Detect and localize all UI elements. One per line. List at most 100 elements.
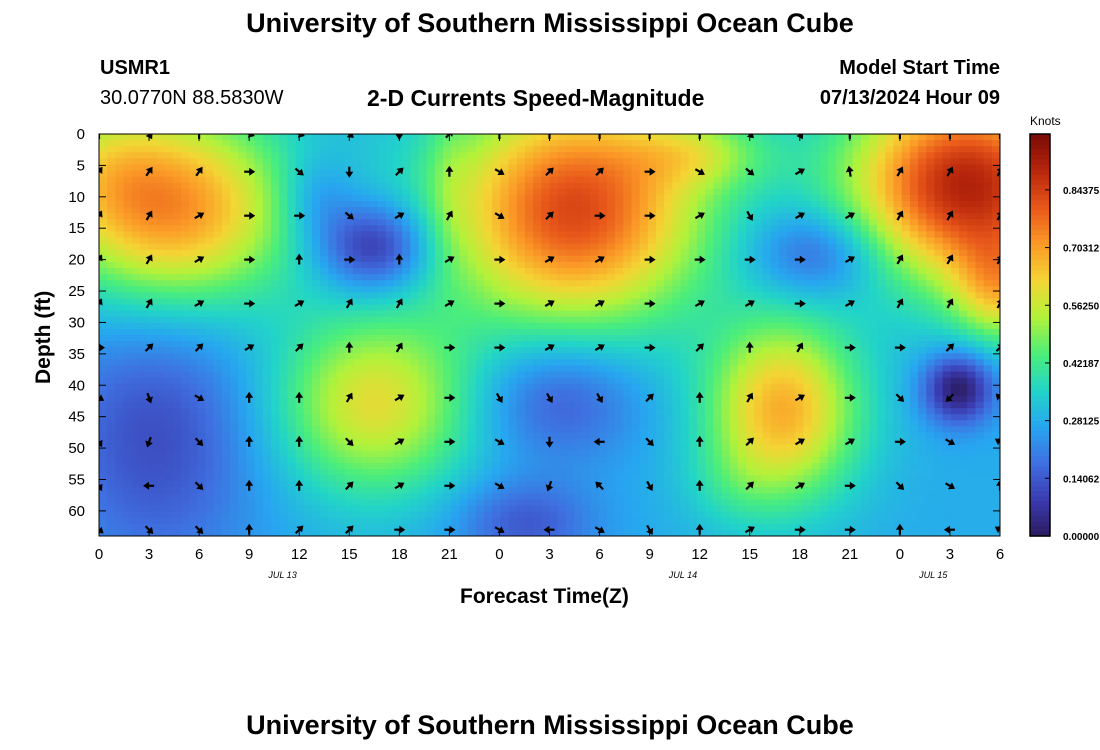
heatmap-cell — [516, 213, 526, 220]
heatmap-cell — [311, 298, 321, 306]
heatmap-cell — [606, 335, 616, 342]
heatmap-cell — [803, 201, 813, 208]
heatmap-cell — [975, 261, 985, 269]
heatmap-cell — [541, 402, 551, 409]
heatmap-cell — [918, 182, 927, 190]
heatmap-cell — [271, 304, 280, 312]
heatmap-cell — [279, 402, 288, 409]
heatmap-cell — [262, 402, 272, 409]
heatmap-cell — [287, 274, 297, 281]
heatmap-cell — [115, 322, 125, 330]
heatmap-cell — [279, 261, 288, 269]
heatmap-cell — [311, 286, 321, 293]
heatmap-cell — [262, 194, 272, 202]
heatmap-cell — [213, 389, 223, 397]
heatmap-cell — [287, 261, 297, 269]
heatmap-cell — [688, 322, 698, 330]
heatmap-cell — [238, 371, 248, 379]
heatmap-cell — [385, 231, 395, 239]
heatmap-cell — [844, 353, 854, 360]
heatmap-cell — [803, 255, 813, 263]
heatmap-cell — [393, 316, 403, 324]
heatmap-cell — [803, 341, 813, 348]
heatmap-cell — [877, 371, 886, 379]
heatmap-cell — [393, 322, 403, 330]
heatmap-cell — [606, 365, 616, 373]
heatmap-cell — [606, 328, 616, 336]
heatmap-cell — [770, 365, 780, 373]
heatmap-cell — [254, 213, 264, 220]
heatmap-cell — [729, 268, 739, 275]
heatmap-cell — [254, 261, 264, 269]
heatmap-cell — [762, 140, 772, 147]
heatmap-cell — [664, 347, 673, 354]
heatmap-cell — [877, 158, 886, 166]
heatmap-cell — [860, 176, 870, 184]
heatmap-cell — [393, 359, 403, 367]
heatmap-cell — [328, 201, 338, 208]
heatmap-cell — [328, 310, 338, 318]
heatmap-cell — [885, 402, 895, 409]
heatmap-cell — [262, 140, 272, 147]
heatmap-cell — [418, 389, 428, 397]
heatmap-cell — [623, 347, 633, 354]
heatmap-cell — [156, 164, 166, 172]
heatmap-cell — [893, 335, 903, 342]
heatmap-cell — [230, 383, 239, 391]
heatmap-cell — [377, 164, 387, 172]
heatmap-cell — [934, 353, 944, 360]
heatmap-cell — [680, 249, 690, 257]
heatmap-cell — [991, 402, 1000, 409]
heatmap-cell — [868, 274, 878, 281]
heatmap-cell — [287, 322, 297, 330]
heatmap-cell — [516, 347, 526, 354]
heatmap-cell — [410, 365, 420, 373]
heatmap-cell — [819, 341, 829, 348]
heatmap-cell — [868, 268, 878, 275]
heatmap-cell — [934, 292, 944, 300]
heatmap-cell — [942, 255, 952, 263]
heatmap-cell — [696, 219, 706, 226]
heatmap-cell — [213, 359, 223, 367]
heatmap-cell — [508, 335, 518, 342]
heatmap-cell — [565, 261, 575, 269]
heatmap-cell — [352, 243, 362, 251]
heatmap-cell — [156, 213, 166, 220]
heatmap-cell — [516, 371, 526, 379]
heatmap-cell — [885, 383, 895, 391]
heatmap-cell — [909, 188, 919, 196]
heatmap-cell — [901, 243, 911, 251]
heatmap-cell — [639, 237, 649, 245]
heatmap-cell — [361, 249, 370, 257]
heatmap-cell — [148, 158, 157, 166]
heatmap-cell — [492, 170, 501, 178]
heatmap-cell — [328, 377, 338, 385]
heatmap-cell — [762, 164, 772, 172]
heatmap-cell — [827, 292, 837, 300]
heatmap-cell — [557, 231, 567, 239]
heatmap-cell — [516, 158, 526, 166]
heatmap-cell — [377, 158, 387, 166]
heatmap-cell — [778, 164, 788, 172]
heatmap-cell — [246, 389, 256, 397]
heatmap-cell — [787, 359, 796, 367]
heatmap-cell — [139, 292, 149, 300]
heatmap-cell — [672, 158, 682, 166]
heatmap-cell — [287, 389, 297, 397]
heatmap-cell — [99, 213, 108, 220]
heatmap-cell — [402, 182, 411, 190]
heatmap-cell — [582, 164, 592, 172]
heatmap-cell — [647, 292, 657, 300]
heatmap-cell — [655, 225, 665, 233]
heatmap-cell — [533, 316, 542, 324]
heatmap-cell — [909, 310, 919, 318]
heatmap-cell — [303, 225, 313, 233]
heatmap-cell — [221, 280, 231, 287]
heatmap-cell — [164, 335, 174, 342]
heatmap-cell — [770, 225, 780, 233]
heatmap-cell — [844, 170, 854, 178]
heatmap-cell — [287, 182, 297, 190]
heatmap-cell — [615, 377, 624, 385]
heatmap-cell — [696, 140, 706, 147]
heatmap-cell — [426, 207, 436, 214]
